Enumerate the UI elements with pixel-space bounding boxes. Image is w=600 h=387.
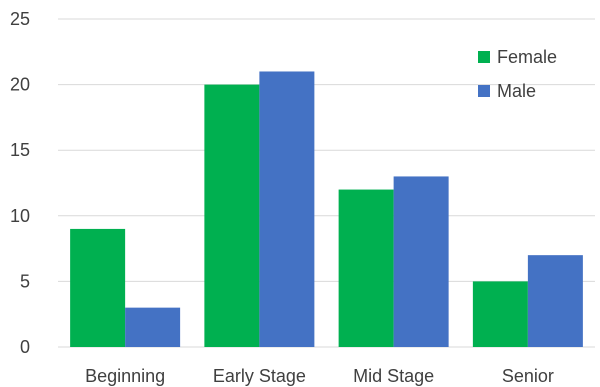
y-tick-label: 20 — [10, 75, 30, 95]
x-tick-label: Beginning — [85, 366, 165, 386]
y-tick-label: 25 — [10, 9, 30, 29]
bar-male-senior — [527, 255, 583, 347]
x-tick-label: Mid Stage — [353, 366, 434, 386]
y-tick-label: 15 — [10, 140, 30, 160]
y-tick-label: 0 — [20, 337, 30, 357]
y-tick-label: 5 — [20, 271, 30, 291]
bar-male-early-stage — [259, 71, 315, 347]
x-axis-ticks: Beginning Early Stage Mid Stage Senior — [85, 366, 554, 386]
bar-female-mid-stage — [338, 189, 394, 347]
bar-female-early-stage — [204, 84, 260, 347]
x-tick-label: Senior — [502, 366, 554, 386]
legend-swatch-female — [478, 51, 490, 63]
bar-male-beginning — [125, 307, 181, 347]
bar-female-beginning — [70, 228, 126, 347]
legend-label-male: Male — [497, 81, 536, 101]
legend: Female Male — [478, 47, 557, 101]
x-tick-label: Early Stage — [213, 366, 306, 386]
y-axis-ticks: 0 5 10 15 20 25 — [10, 9, 30, 357]
bars — [70, 71, 583, 347]
legend-label-female: Female — [497, 47, 557, 67]
bar-male-mid-stage — [393, 176, 449, 347]
legend-swatch-male — [478, 85, 490, 97]
bar-female-senior — [472, 281, 528, 347]
y-tick-label: 10 — [10, 206, 30, 226]
